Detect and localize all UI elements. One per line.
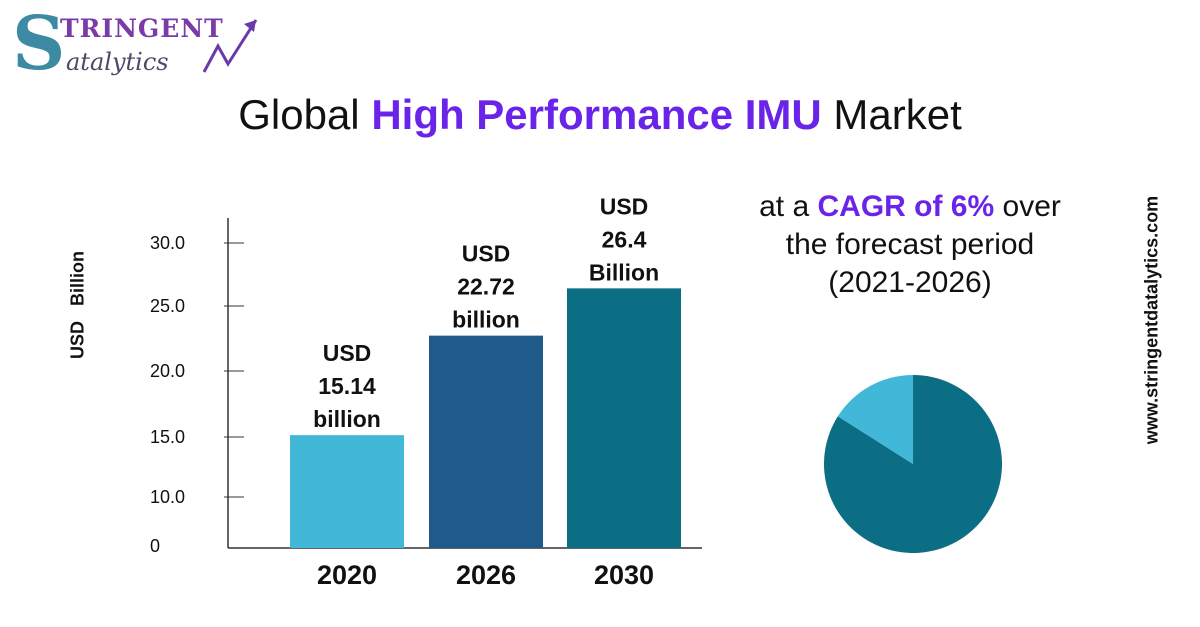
y-tick-label: 10.0 [150,487,185,507]
bar-2020 [290,435,404,548]
bar-data-labels: USD 15.14 billion USD 22.72 billion USD 26.4 Bil… [313,193,659,432]
x-tick-label: 2020 [317,560,377,590]
x-tick-label: 2030 [594,560,654,590]
logo-initial: S [12,1,66,87]
website-url: www.stringentdatalytics.com [1141,195,1162,445]
bar-data-label: billion [452,307,520,333]
trend-arrow-icon [202,19,258,73]
bar-data-label: USD [323,340,372,366]
pie-slice-minor [837,375,913,464]
x-tick-label: 2026 [456,560,516,590]
title-prefix: Global [238,91,372,138]
title-suffix: Market [821,91,962,138]
bar-data-label: USD [600,193,649,219]
cagr-prefix: at a [759,190,818,223]
cagr-line-3: (2021-2026) [828,266,992,299]
bar-data-label: Billion [589,259,659,285]
bar-data-label: billion [313,406,381,432]
x-axis-categories: 2020 2026 2030 [317,560,654,590]
title-highlight: High Performance IMU [371,91,822,138]
y-tick-label: 20.0 [150,361,185,381]
bar-data-label: 22.72 [457,274,515,300]
y-tick-label: 25.0 [150,296,185,316]
pie-chart [823,374,1002,553]
logo-bottom-text: atalytics [66,48,169,76]
cagr-callout: at a CAGR of 6% over the forecast period… [730,188,1090,302]
bar-2026 [429,335,543,548]
bar-2030 [567,288,681,548]
y-tick-label: 30.0 [150,233,185,253]
y-tick-label: 0 [150,536,160,556]
cagr-line-1: at a CAGR of 6% over [730,188,1090,226]
cagr-suffix: over [994,190,1061,223]
bar-data-label: 26.4 [602,226,647,252]
logo-top-text: TRINGENT [60,14,224,43]
brand-logo: S TRINGENT atalytics [8,4,278,84]
bar-data-label: 15.14 [318,373,376,399]
bars [290,288,681,548]
cagr-highlight: CAGR of 6% [817,190,995,223]
bar-data-label: USD [462,241,511,267]
y-axis-ticks: 0 10.0 15.0 20.0 25.0 30.0 [150,233,244,556]
y-tick-label: 15.0 [150,427,185,447]
page-title: Global High Performance IMU Market [0,88,1200,142]
pie-slice-main [823,374,1002,553]
cagr-line-2: the forecast period [785,228,1035,261]
